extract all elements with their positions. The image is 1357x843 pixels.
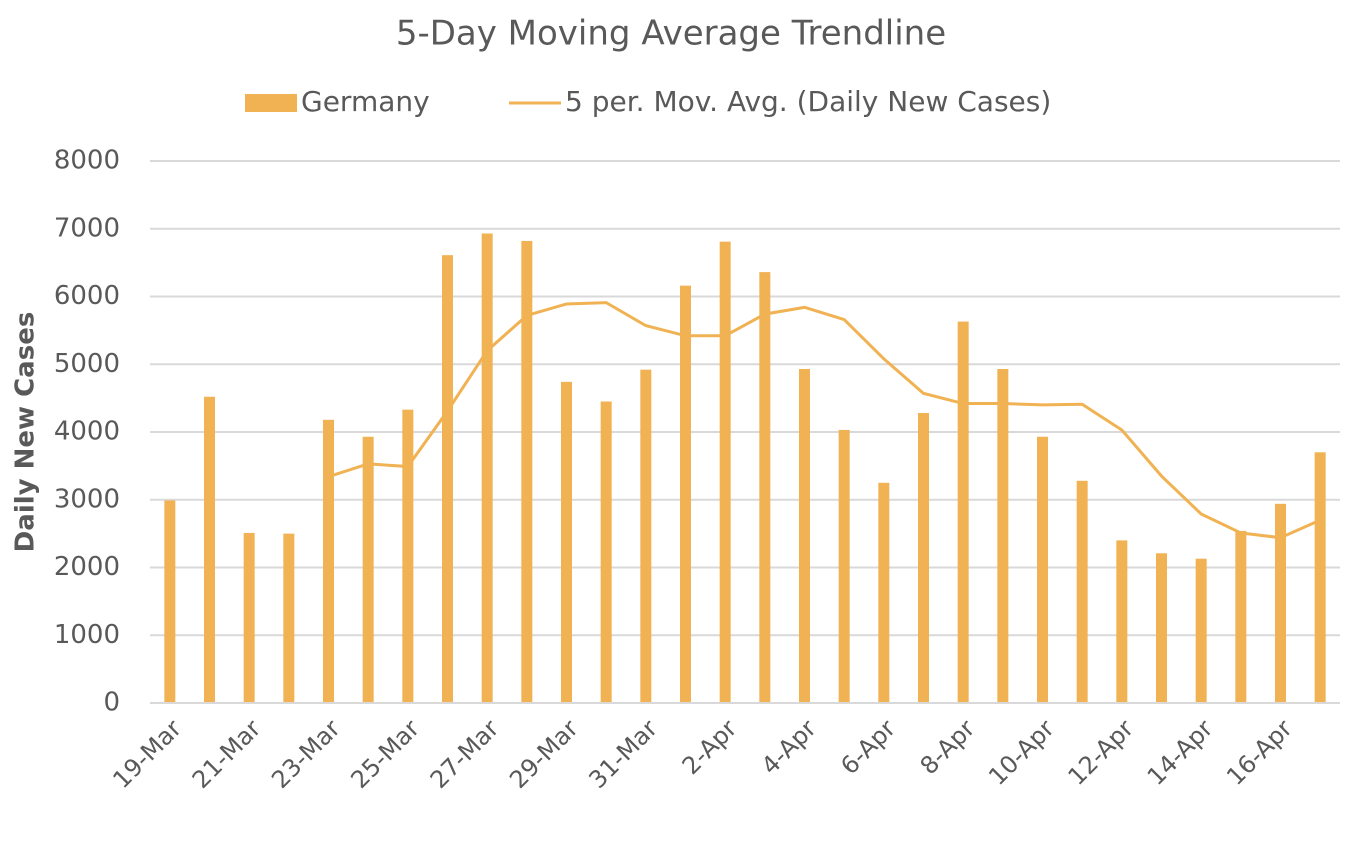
bar — [640, 369, 652, 703]
bar — [1195, 558, 1207, 703]
legend-label: Germany — [301, 85, 430, 118]
legend-swatch — [245, 94, 297, 112]
bar — [918, 413, 929, 703]
bar — [323, 419, 334, 703]
x-tick-label: 16-Apr — [1221, 714, 1298, 791]
y-tick-label: 8000 — [54, 146, 120, 176]
bar — [521, 240, 533, 703]
bar — [1076, 480, 1088, 703]
bar — [1275, 503, 1286, 703]
bar — [402, 409, 414, 703]
bar — [164, 500, 176, 703]
bar — [1156, 553, 1167, 703]
x-tick-label: 8-Apr — [915, 714, 981, 780]
x-tick-label: 27-Mar — [425, 714, 505, 794]
bar — [719, 241, 731, 703]
bar — [1116, 540, 1128, 703]
y-tick-label: 5000 — [54, 349, 120, 379]
bar — [442, 255, 453, 704]
x-tick-label: 14-Apr — [1142, 714, 1219, 791]
y-tick-label: 2000 — [54, 552, 120, 582]
bar — [204, 396, 215, 703]
y-tick-label: 0 — [103, 688, 120, 718]
y-tick-label: 1000 — [54, 620, 120, 650]
bar — [283, 533, 295, 703]
bar — [1314, 452, 1326, 703]
x-tick-label: 31-Mar — [583, 714, 663, 794]
y-tick-label: 7000 — [54, 213, 120, 243]
x-tick-label: 25-Mar — [345, 714, 425, 794]
bar — [799, 368, 810, 703]
y-tick-label: 3000 — [54, 484, 120, 514]
legend-label: 5 per. Mov. Avg. (Daily New Cases) — [565, 85, 1051, 118]
bar — [997, 368, 1009, 703]
x-tick-label: 19-Mar — [107, 714, 187, 794]
y-tick-label: 4000 — [54, 417, 120, 447]
x-tick-label: 29-Mar — [504, 714, 584, 794]
bar — [957, 321, 969, 703]
bar — [481, 233, 493, 703]
x-tick-label: 23-Mar — [266, 714, 346, 794]
y-tick-label: 6000 — [54, 281, 120, 311]
bar — [362, 436, 374, 703]
chart-title: 5-Day Moving Average Trendline — [396, 14, 946, 54]
y-axis-label: Daily New Cases — [11, 312, 41, 553]
x-tick-label: 6-Apr — [835, 714, 901, 780]
bar — [680, 285, 691, 703]
bar — [838, 429, 850, 703]
x-tick-label: 4-Apr — [756, 714, 822, 780]
x-tick-label: 21-Mar — [187, 714, 267, 794]
bar — [759, 272, 771, 703]
bar — [878, 482, 890, 703]
bar — [243, 532, 255, 703]
bar — [1037, 436, 1048, 703]
line — [328, 301, 1321, 540]
x-tick-label: 2-Apr — [677, 714, 743, 780]
x-tick-label: 12-Apr — [1063, 714, 1140, 791]
bar — [561, 381, 572, 703]
bar — [600, 401, 612, 703]
bar — [1235, 530, 1247, 703]
x-tick-label: 10-Apr — [983, 714, 1060, 791]
